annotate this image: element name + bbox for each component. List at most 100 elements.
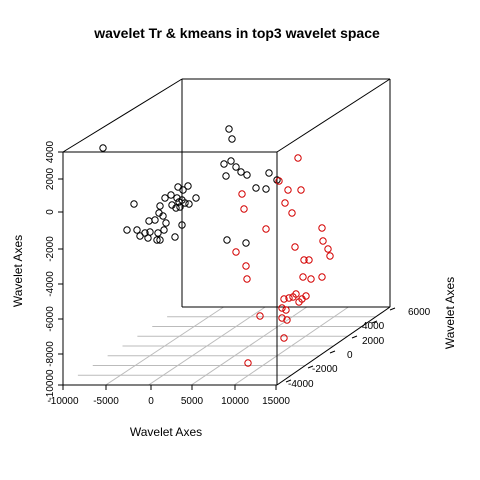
data-point — [319, 237, 327, 245]
y-tick-label: 6000 — [408, 307, 431, 318]
y-tick-mark — [351, 335, 358, 339]
data-point — [161, 194, 169, 202]
data-point — [222, 172, 230, 180]
data-point — [225, 125, 233, 133]
data-point — [242, 239, 250, 247]
data-point — [156, 202, 164, 210]
data-point — [178, 221, 186, 229]
data-point — [99, 144, 107, 152]
y-tick-label: 4000 — [362, 321, 385, 332]
z-tick-label: 4000 — [45, 140, 56, 163]
data-point — [252, 184, 260, 192]
box-edge — [62, 78, 183, 153]
data-point — [185, 200, 193, 208]
x-tick-label: 5000 — [181, 396, 204, 407]
data-point — [318, 224, 326, 232]
grid-line — [191, 306, 308, 386]
data-point — [171, 233, 179, 241]
x-tick-label: -10000 — [47, 396, 79, 407]
data-point — [175, 198, 183, 206]
data-point — [184, 182, 192, 190]
data-point — [227, 157, 235, 165]
z-tick-label: -6000 — [45, 306, 56, 332]
box-edge — [276, 306, 391, 386]
data-point — [299, 273, 307, 281]
y-tick-label: -4000 — [288, 379, 314, 390]
data-point — [228, 135, 236, 143]
x-axis-label: Wavelet Axes — [130, 425, 202, 439]
y-tick-label: 0 — [347, 350, 353, 361]
x-tick-label: -5000 — [93, 396, 119, 407]
x-tick-label: 15000 — [262, 396, 290, 407]
data-point — [275, 177, 283, 185]
data-point — [123, 226, 131, 234]
data-point — [151, 216, 159, 224]
data-point — [307, 275, 315, 283]
data-point — [162, 219, 170, 227]
data-point — [284, 186, 292, 194]
data-point — [242, 262, 250, 270]
data-point — [283, 316, 291, 324]
z-tick-label: -10000 — [45, 369, 56, 401]
data-point — [232, 248, 240, 256]
data-point — [244, 359, 252, 367]
data-point — [280, 334, 288, 342]
grid-line — [105, 306, 224, 386]
data-point — [278, 314, 286, 322]
data-point — [232, 163, 240, 171]
z-tick-labels: -10000 -8000 -6000 -4000 -2000 0 2000 40… — [45, 140, 56, 400]
z-axis-label: Wavelet Axes — [11, 235, 25, 307]
data-point — [256, 312, 264, 320]
data-point — [160, 226, 168, 234]
data-point — [318, 273, 326, 281]
z-tick-label: 0 — [45, 209, 56, 215]
data-point — [167, 191, 175, 199]
data-point — [238, 190, 246, 198]
data-point — [281, 199, 289, 207]
x-tick-labels: -10000 -5000 0 5000 10000 15000 — [47, 396, 290, 407]
data-point — [297, 186, 305, 194]
data-point — [220, 160, 228, 168]
data-point — [154, 229, 162, 237]
y-tick-mark — [371, 320, 378, 324]
data-point — [291, 243, 299, 251]
data-point — [179, 186, 187, 194]
data-point — [223, 236, 231, 244]
data-point — [153, 236, 161, 244]
floor-grid — [77, 306, 376, 386]
data-point — [240, 205, 248, 213]
data-point — [156, 236, 164, 244]
box-edge — [276, 78, 391, 153]
grid-line — [233, 306, 349, 386]
x-tick-label: 10000 — [221, 396, 249, 407]
data-point — [243, 275, 251, 283]
data-point — [237, 168, 245, 176]
data-point — [192, 194, 200, 202]
y-tick-mark — [285, 379, 292, 383]
z-tick-label: -2000 — [45, 236, 56, 262]
chart-title: wavelet Tr & kmeans in top3 wavelet spac… — [93, 25, 380, 41]
z-tick-label: -4000 — [45, 271, 56, 297]
z-tick-label: -8000 — [45, 341, 56, 367]
data-point — [295, 298, 303, 306]
data-point — [144, 234, 152, 242]
data-point — [130, 200, 138, 208]
data-point — [133, 226, 141, 234]
y-tick-mark — [329, 350, 336, 354]
y-tick-labels: -4000 -2000 0 2000 4000 6000 — [288, 307, 431, 390]
y-tick-label: -2000 — [312, 364, 338, 375]
data-point — [294, 154, 302, 162]
data-point — [326, 252, 334, 260]
data-point — [285, 294, 293, 302]
data-point — [288, 209, 296, 217]
y-axis-label: Wavelet Axes — [443, 277, 457, 349]
data-point — [282, 306, 290, 314]
data-points — [99, 125, 334, 367]
data-point — [136, 232, 144, 240]
data-point — [265, 169, 273, 177]
data-point — [262, 225, 270, 233]
y-tick-mark — [307, 365, 314, 369]
data-point — [262, 185, 270, 193]
data-point — [173, 194, 181, 202]
